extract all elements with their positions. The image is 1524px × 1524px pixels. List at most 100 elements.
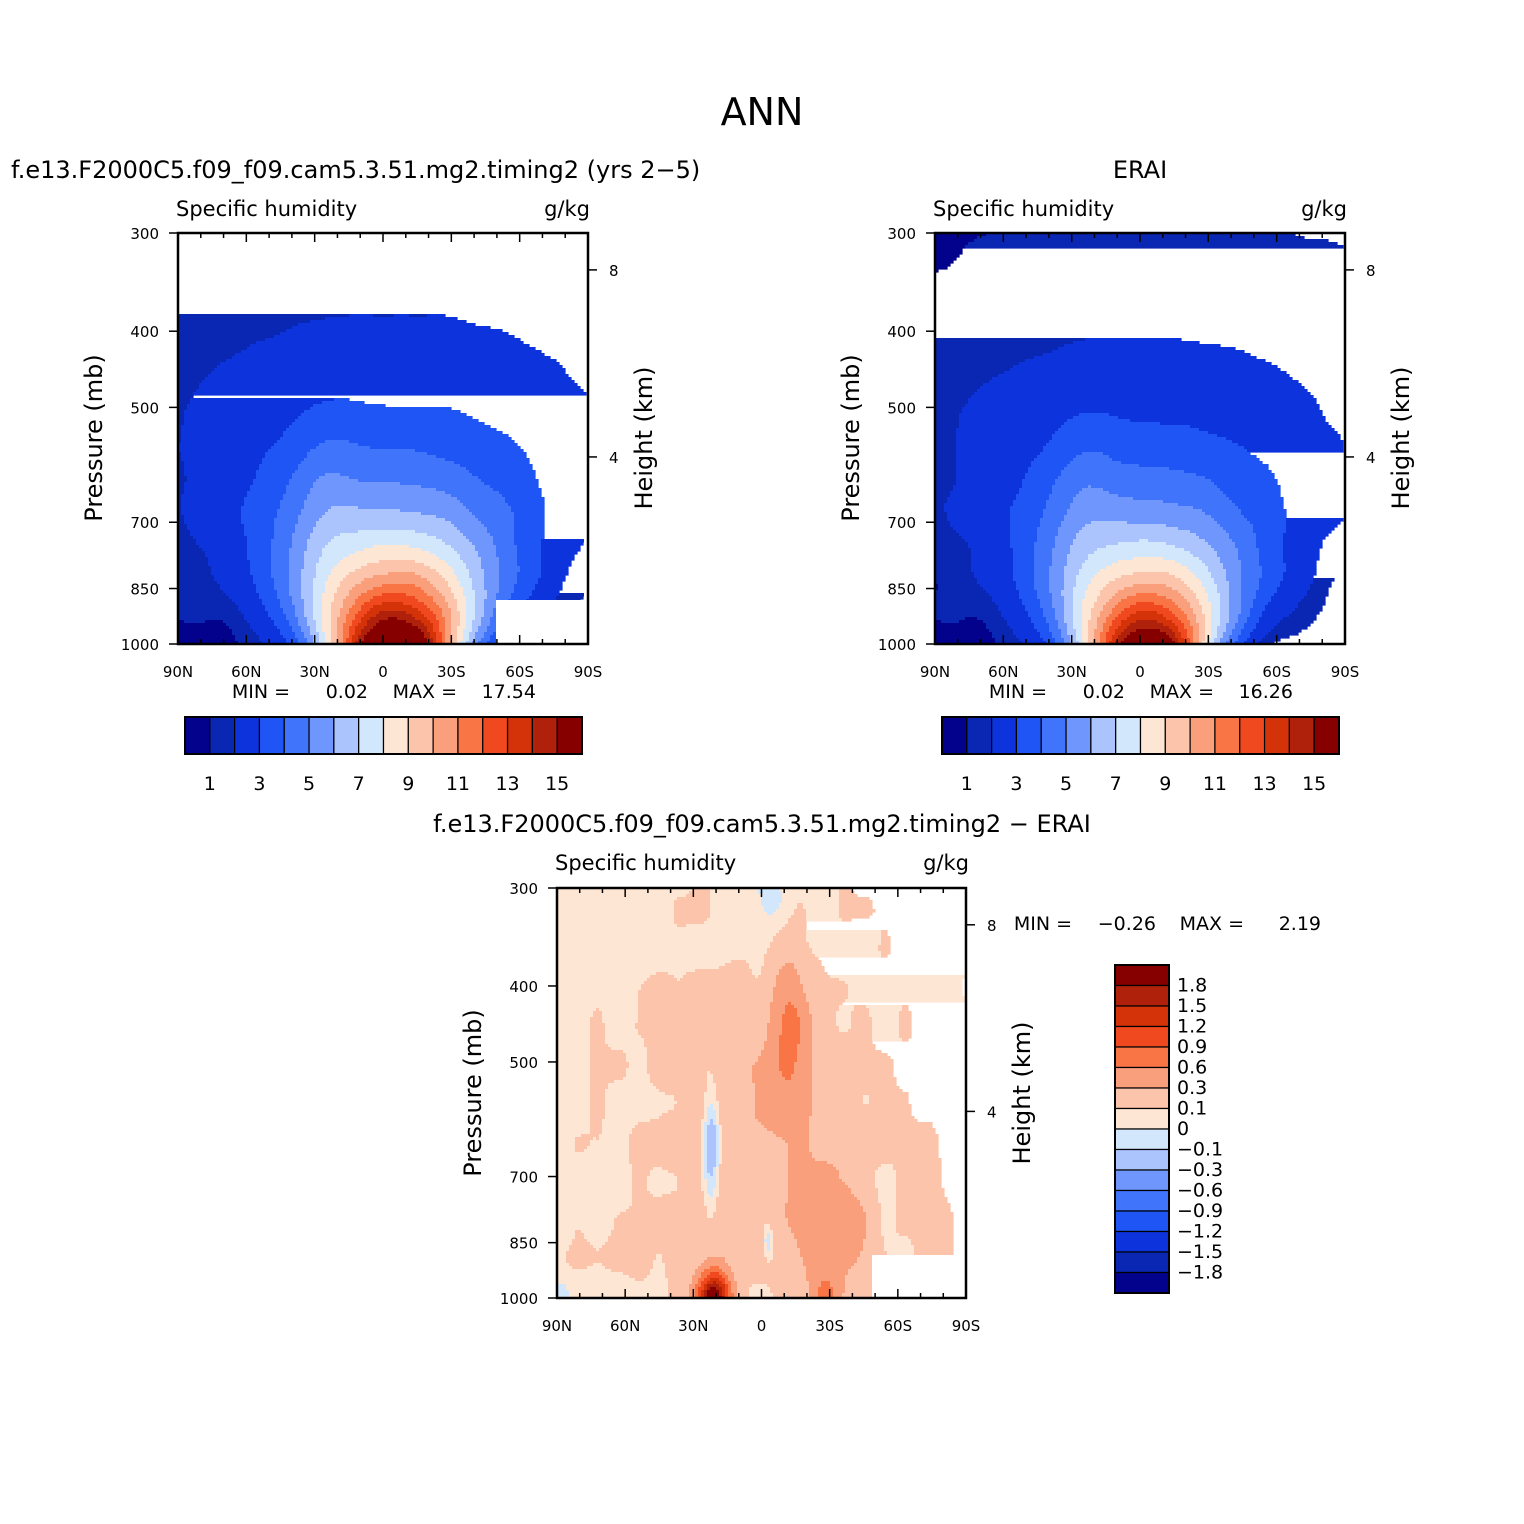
panel-erai-y-label: Pressure (mb) [837, 354, 865, 521]
contour-cell [701, 1179, 708, 1183]
contour-cell [244, 497, 284, 501]
contour-cell [331, 635, 338, 639]
contour-cell [773, 996, 807, 1000]
colorbar-swatch [1114, 1148, 1170, 1171]
contour-cell [1229, 587, 1242, 591]
contour-cell [809, 1116, 915, 1120]
contour-cell [767, 1032, 783, 1036]
contour-cell [178, 338, 266, 342]
contour-cell [704, 1137, 708, 1141]
contour-cell [710, 915, 792, 919]
colorbar-swatch [1040, 716, 1067, 755]
contour-cell [274, 533, 293, 537]
contour-cell [322, 608, 332, 612]
contour-cell [599, 1134, 630, 1138]
contour-cell [614, 1224, 765, 1228]
contour-cell [1082, 605, 1095, 609]
contour-cell [178, 557, 209, 561]
contour-cell [935, 341, 1074, 345]
contour-cell [731, 960, 747, 964]
contour-cell [716, 1110, 720, 1114]
contour-cell [788, 1185, 849, 1189]
contour-cell [214, 578, 254, 582]
contour-cell [605, 1026, 636, 1030]
contour-cell [728, 1290, 732, 1294]
contour-cell [704, 1170, 708, 1174]
contour-cell [1259, 578, 1284, 582]
contour-cell [460, 617, 467, 621]
contour-cell [247, 536, 275, 540]
contour-cell [935, 248, 963, 252]
contour-cell [557, 1059, 591, 1063]
contour-cell [773, 1239, 798, 1243]
contour-cell [1250, 635, 1266, 639]
contour-cell [656, 1254, 663, 1258]
contour-cell [1127, 596, 1167, 600]
contour-cell [1100, 632, 1107, 636]
contour-cell [259, 635, 284, 639]
contour-cell [605, 1098, 675, 1102]
contour-cell [178, 596, 230, 600]
height-tick-label: 4 [987, 1103, 997, 1121]
contour-cell [388, 572, 416, 576]
contour-cell [557, 891, 690, 895]
contour-cell [899, 1017, 912, 1021]
contour-cell [274, 578, 290, 582]
contour-cell [914, 1245, 954, 1249]
contour-cell [328, 542, 446, 546]
contour-cell [298, 638, 308, 642]
contour-cell [770, 1020, 783, 1024]
contour-cell [301, 629, 311, 633]
contour-cell [358, 530, 416, 534]
contour-cell [439, 620, 446, 624]
contour-cell [310, 491, 446, 495]
contour-cell [707, 1086, 717, 1090]
contour-cell [767, 1236, 771, 1240]
contour-cell [1190, 569, 1209, 573]
contour-cell [1109, 626, 1119, 630]
contour-cell [178, 599, 233, 603]
contour-cell [343, 638, 347, 642]
contour-cell [773, 1242, 798, 1246]
contour-cell [439, 557, 461, 561]
contour-cell [767, 1035, 780, 1039]
contour-cell [629, 1065, 648, 1069]
contour-cell [1052, 551, 1071, 555]
contour-cell [602, 1011, 639, 1015]
contour-cell [307, 545, 326, 549]
contour-cell [596, 1008, 600, 1012]
contour-cell [839, 891, 855, 895]
contour-cell [1244, 515, 1287, 519]
contour-cell [1103, 608, 1113, 612]
contour-cell [707, 1134, 717, 1138]
contour-cell [767, 1245, 771, 1249]
contour-cell [713, 1212, 786, 1216]
contour-cell [557, 972, 657, 976]
contour-cell [1211, 614, 1221, 618]
colorbar-swatch [358, 716, 385, 755]
contour-cell [584, 1233, 612, 1237]
contour-cell [313, 482, 401, 486]
contour-cell [728, 1278, 735, 1282]
colorbar-tick-label: 5 [303, 773, 315, 795]
contour-cell [484, 581, 500, 585]
contour-cell [1013, 632, 1041, 636]
contour-cell [674, 900, 711, 904]
contour-cell [773, 990, 804, 994]
contour-cell [881, 1218, 897, 1222]
contour-cell [514, 518, 545, 522]
contour-cell [692, 888, 711, 892]
contour-cell [1088, 623, 1098, 627]
contour-cell [433, 629, 440, 633]
contour-cell [283, 635, 296, 639]
contour-cell [511, 596, 530, 600]
contour-cell [638, 1011, 771, 1015]
contour-cell [457, 599, 467, 603]
y-tick-label: 300 [130, 225, 159, 243]
contour-cell [773, 912, 795, 916]
contour-cell [1034, 572, 1050, 576]
contour-cell [460, 554, 479, 558]
contour-cell [935, 410, 963, 414]
contour-cell [1196, 596, 1209, 600]
contour-cell [1037, 629, 1050, 633]
